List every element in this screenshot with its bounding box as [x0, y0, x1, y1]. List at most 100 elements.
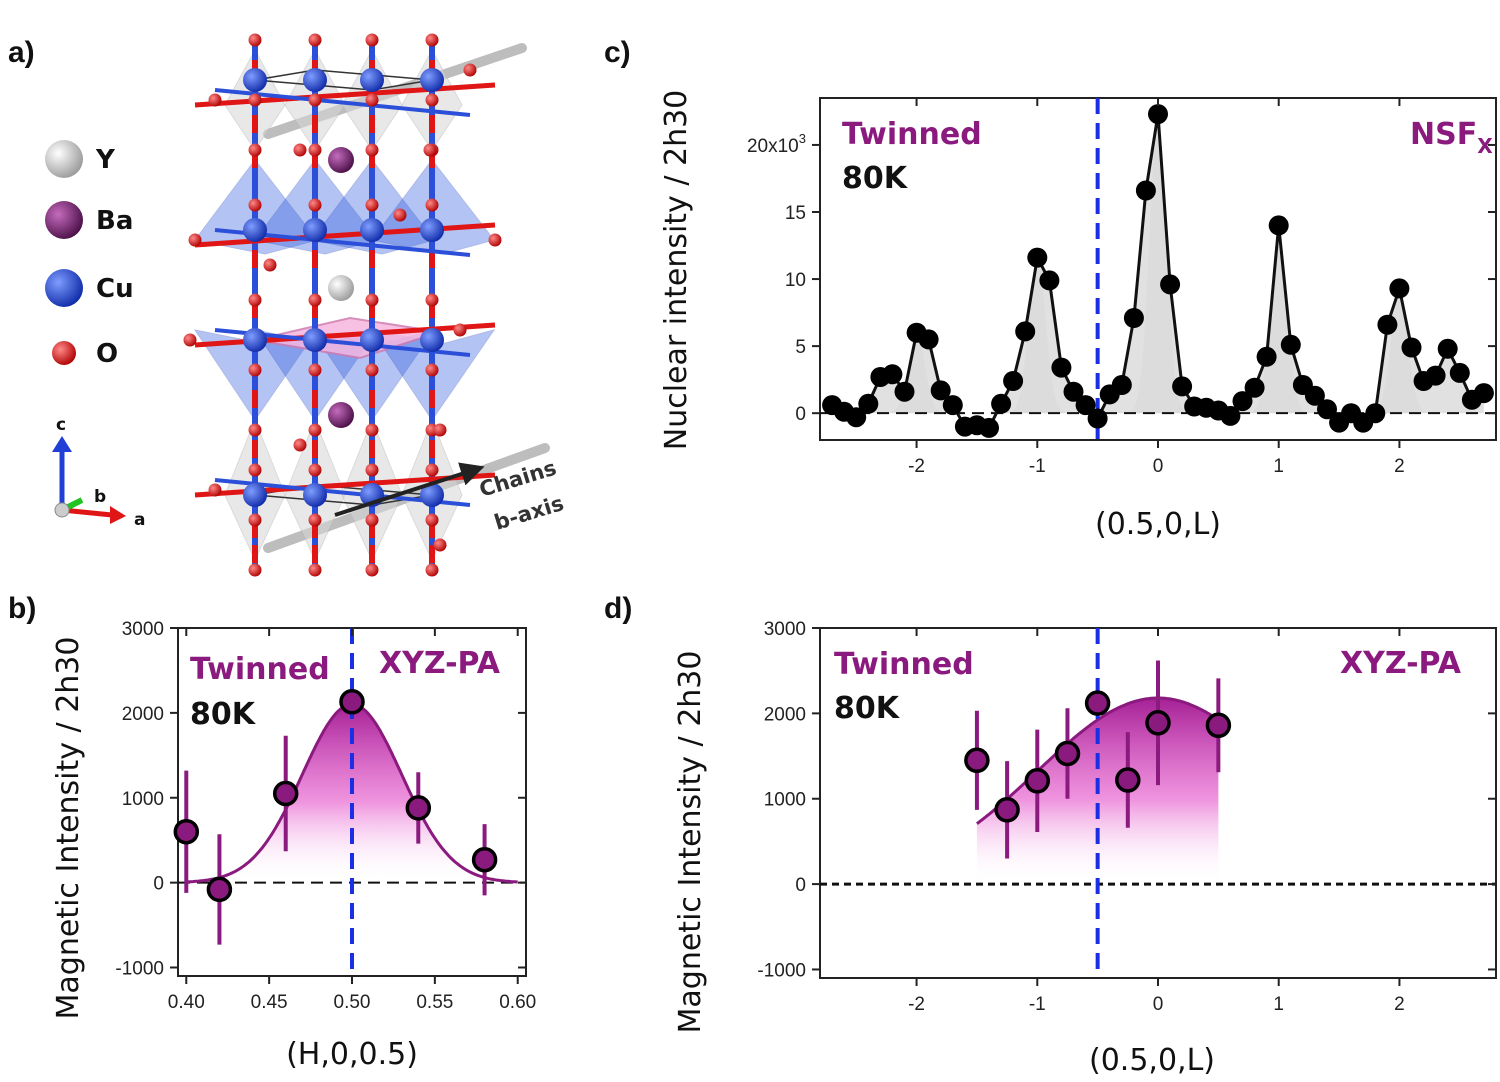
chains-arrow [334, 462, 485, 517]
data-point [858, 393, 879, 414]
x-tick-label: 1 [1273, 456, 1284, 477]
cu-atom [303, 483, 327, 507]
annotation-nsf-subscript: X [1477, 134, 1493, 158]
x-tick-label: -2 [908, 456, 925, 477]
o-atom [425, 293, 439, 307]
a-axis-arrow [61, 507, 113, 518]
horizontal-bond [194, 82, 496, 108]
data-points-d [964, 660, 1232, 859]
cu-atom [303, 218, 327, 242]
o-atom [463, 63, 477, 77]
panel-b: b) 0.40 0.45 0.50 0.55 0.60 -1000 0 1000 2000 30… [8, 592, 536, 1072]
y-ticks-b: -1000 0 1000 2000 3000 [115, 619, 526, 980]
y-tick-label: 1000 [764, 790, 806, 811]
y-tick-label: 0 [795, 404, 806, 425]
o-atom [365, 93, 379, 107]
o-atom [248, 363, 262, 377]
o-atom [308, 563, 322, 577]
data-point [1051, 357, 1072, 378]
data-point [1232, 391, 1253, 412]
o-atom [425, 33, 439, 47]
data-point [1473, 383, 1494, 404]
x-ticks-d: -2 -1 0 1 2 [908, 628, 1405, 1015]
o-atom [423, 143, 437, 157]
data-point [1365, 403, 1386, 424]
data-point [994, 797, 1020, 823]
o-atom [293, 438, 307, 452]
data-point [1111, 375, 1132, 395]
data-point [272, 780, 299, 807]
data-point [882, 364, 903, 385]
o-atom [183, 333, 197, 347]
annotation-nsf-c: NSFX [1410, 117, 1493, 158]
o-atom [308, 198, 322, 212]
data-point [1256, 346, 1277, 367]
data-point [1015, 321, 1036, 342]
o-atom [248, 93, 262, 107]
data-point [339, 689, 365, 715]
y-tick-label: -1000 [757, 960, 806, 981]
data-point [1280, 334, 1301, 355]
gaussian-fit-curve [975, 696, 1220, 825]
cu-atom [360, 328, 384, 352]
data-point [918, 329, 939, 350]
x-tick-label: -2 [908, 994, 925, 1015]
horizontal-bond [194, 222, 496, 248]
o-atom [308, 293, 322, 307]
x-tick-label: 0 [1153, 456, 1164, 477]
x-axis-title-c: (0.5,0,L) [1095, 507, 1221, 542]
o-atom [293, 143, 307, 157]
legend-label-cu: Cu [96, 274, 134, 304]
o-atom [248, 463, 262, 477]
data-point [1027, 247, 1048, 268]
x-tick-label: 1 [1273, 994, 1284, 1015]
data-point [1024, 768, 1051, 794]
o-atom [365, 33, 379, 47]
data-point [1244, 377, 1265, 398]
data-point [471, 846, 498, 873]
data-points-b [173, 689, 498, 945]
data-point [1172, 376, 1193, 397]
o-atom [308, 93, 322, 107]
panel-c: c) -2 -1 0 1 2 0 5 10 15 20x103 Twinned 80K NSFX… [604, 36, 1497, 542]
data-point [1317, 399, 1337, 420]
y-axis-title-c: Nuclear intensity / 2h30 [659, 90, 694, 451]
o-atom [365, 513, 379, 527]
axis-label-c: c [56, 415, 66, 435]
data-point [1115, 767, 1141, 793]
annotation-temp-d: 80K [834, 691, 901, 726]
data-point [206, 876, 233, 903]
o-atom [365, 363, 379, 377]
o-atom [308, 423, 322, 437]
o-atom [248, 198, 262, 212]
o-atom [208, 483, 222, 497]
o-atom [365, 463, 379, 477]
x-tick-label: 0.60 [499, 992, 536, 1013]
y-tick-label: 1000 [122, 789, 164, 810]
data-point [1003, 371, 1024, 391]
data-point [1148, 104, 1168, 125]
o-atom [425, 563, 439, 577]
data-point [1054, 740, 1081, 767]
annotation-twinned-c: Twinned [842, 117, 982, 152]
data-point [1401, 337, 1422, 358]
legend-label-ba: Ba [96, 206, 133, 236]
y-axis-title-b: Magnetic Intensity / 2h30 [51, 637, 86, 1020]
data-point [1425, 365, 1446, 386]
x-tick-label: 0.45 [251, 992, 288, 1013]
legend-label-o: O [96, 339, 118, 369]
cu-atom [243, 218, 267, 242]
annotation-nsf-text: NSF [1410, 117, 1477, 152]
data-point [1268, 215, 1289, 236]
o-atom [365, 143, 379, 157]
axis-label-b: b [94, 487, 106, 507]
o-atom [263, 258, 277, 272]
x-axis-title-b: (H,0,0.5) [286, 1037, 418, 1072]
data-point [942, 395, 963, 416]
axis-label-a: a [134, 510, 145, 530]
o-atom [425, 363, 439, 377]
data-point [1449, 362, 1470, 383]
axis-origin [54, 502, 70, 518]
ba-atom [328, 402, 354, 428]
